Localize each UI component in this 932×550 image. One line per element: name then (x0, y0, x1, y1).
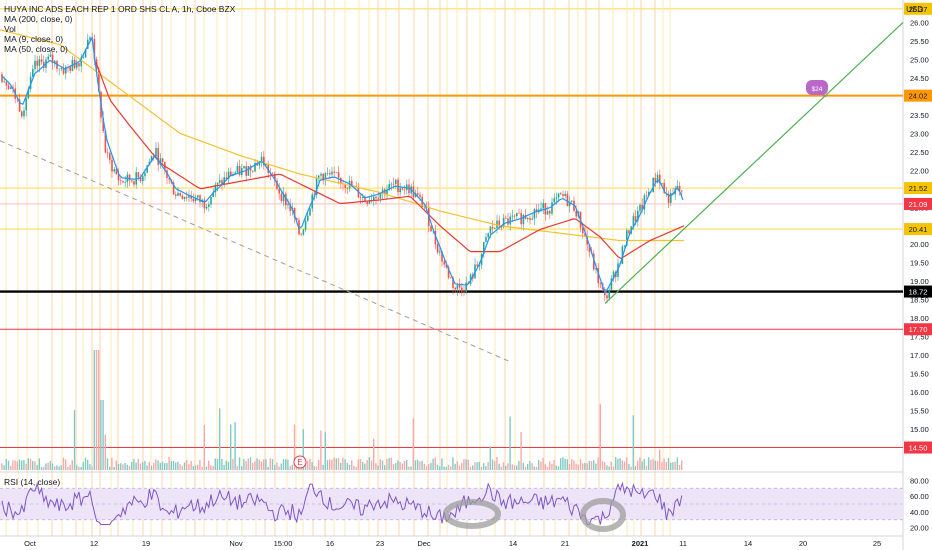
horizontal-levels (0, 8, 903, 521)
svg-text:20.41: 20.41 (909, 225, 928, 234)
price-tick: 22.00 (910, 166, 929, 175)
time-tick: 14 (744, 539, 752, 548)
price-tick: 23.00 (910, 129, 929, 138)
price-tick: 22.50 (910, 148, 929, 157)
time-tick: 20 (799, 539, 807, 548)
legend-ma200[interactable]: MA (200, close, 0) (4, 14, 73, 24)
price-tick: 26.00 (910, 19, 929, 28)
price-tick: 23.50 (910, 111, 929, 120)
time-tick: 15:00 (274, 539, 293, 548)
price-tick: 20.00 (910, 240, 929, 249)
price-tick: 15.00 (910, 425, 929, 434)
price-level-badge: 14.50 (904, 441, 932, 454)
svg-text:21.09: 21.09 (909, 200, 928, 209)
pane-separator (0, 0, 904, 550)
time-tick: 12 (90, 539, 98, 548)
price-tick: 15.50 (910, 407, 929, 416)
time-tick: Nov (229, 539, 243, 548)
rsi-axis: 80.00 60.00 40.00 20.00 (910, 476, 929, 532)
time-tick: Oct (24, 539, 37, 548)
price-tick: 18.00 (910, 314, 929, 323)
price-axis[interactable]: 26.0025.5025.0024.5024.0023.5023.0022.50… (904, 2, 932, 454)
symbol-title: HUYA INC ADS EACH REP 1 ORD SHS CL A, 1h… (4, 4, 236, 14)
price-tick: 17.50 (910, 333, 929, 342)
price-level-badge: 21.09 (904, 197, 932, 210)
price-tick: 25.50 (910, 37, 929, 46)
price-level-badge: 26.37 (904, 2, 932, 15)
rsi-tick: 20.00 (910, 524, 929, 533)
time-tick: 11 (679, 539, 687, 548)
price-tick: 16.00 (910, 388, 929, 397)
volume-bars (1, 350, 683, 470)
time-tick: 16 (326, 539, 334, 548)
price-tick: 17.00 (910, 351, 929, 360)
rsi-tick: 40.00 (910, 508, 929, 517)
price-tick: 25.00 (910, 55, 929, 64)
rsi-legend[interactable]: RSI (14, close) (4, 477, 61, 487)
price-tick: 16.50 (910, 370, 929, 379)
dashed-downtrend-line (0, 140, 513, 363)
svg-text:17.70: 17.70 (909, 325, 928, 334)
chart-legend: HUYA INC ADS EACH REP 1 ORD SHS CL A, 1h… (4, 4, 235, 54)
time-tick: 23 (376, 539, 384, 548)
price-tick: 19.50 (910, 259, 929, 268)
event-marker-label: E (297, 458, 302, 467)
callout-label: $24 (812, 86, 823, 93)
time-tick: Dec (417, 539, 431, 548)
time-axis[interactable]: Oct 12 19 Nov 15:00 16 23 Dec 14 21 2021 11 14 20 25 (24, 539, 881, 548)
time-tick: 19 (142, 539, 150, 548)
rsi-line (1, 481, 683, 525)
rsi-highlight-circles (443, 498, 626, 532)
time-tick: 14 (509, 539, 517, 548)
ma50-line (95, 61, 685, 260)
svg-text:14.50: 14.50 (909, 444, 928, 453)
time-tick: 25 (873, 539, 881, 548)
price-level-badge: 21.52 (904, 182, 932, 195)
legend-ma50[interactable]: MA (50, close, 0) (4, 44, 68, 54)
price-tick: 18.50 (910, 296, 929, 305)
legend-ma9[interactable]: MA (9, close, 0) (4, 34, 64, 44)
svg-text:21.52: 21.52 (909, 184, 928, 193)
rsi-tick: 60.00 (910, 492, 929, 501)
price-level-badge: 17.70 (904, 323, 932, 336)
time-tick: 21 (561, 539, 569, 548)
price-level-badge: 18.72 (904, 285, 932, 298)
ma200-line (0, 29, 684, 242)
price-level-badge: 20.41 (904, 223, 932, 236)
currency-label: USD (906, 5, 923, 14)
legend-vol[interactable]: Vol (4, 24, 16, 34)
svg-text:24.02: 24.02 (909, 92, 928, 101)
price-tick: 19.00 (910, 277, 929, 286)
ma9-line (1, 35, 684, 295)
price-level-badge: 24.02 (904, 89, 932, 102)
uptrend-line (604, 22, 904, 304)
price-callout[interactable]: $24 (806, 80, 828, 98)
earnings-event-marker[interactable]: E (293, 455, 307, 469)
rsi-tick: 80.00 (910, 476, 929, 485)
svg-text:26.37: 26.37 (909, 5, 928, 14)
svg-text:18.72: 18.72 (909, 288, 928, 297)
time-tick: 2021 (632, 539, 649, 548)
price-tick: 24.50 (910, 74, 929, 83)
